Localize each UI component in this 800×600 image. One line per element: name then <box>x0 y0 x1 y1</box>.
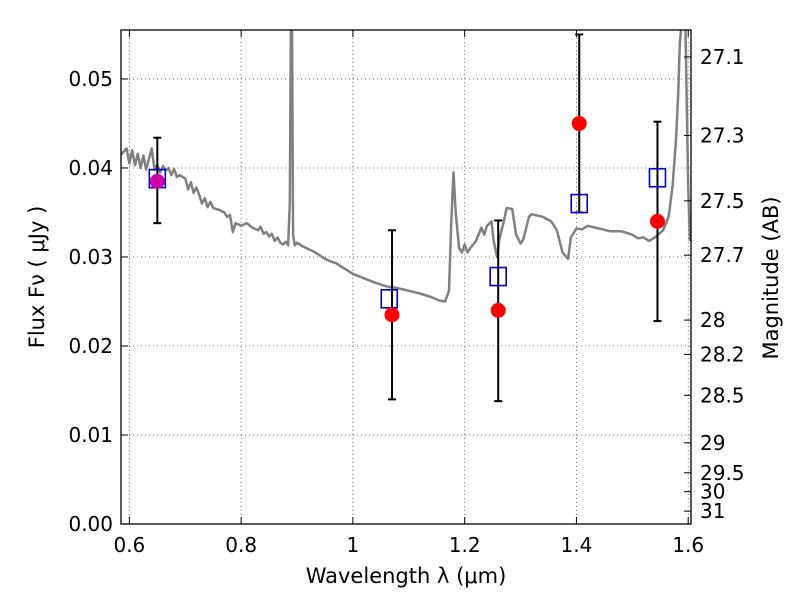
y-tick-label: 0.05 <box>68 67 113 91</box>
x-tick-label: 1 <box>347 533 360 557</box>
observed-point <box>649 213 665 229</box>
y-axis-title: Flux Fν ( μJy ) <box>25 206 49 349</box>
mag-tick-label: 27.7 <box>700 243 745 267</box>
plot-frame <box>120 29 692 525</box>
mag-tick-label: 27.1 <box>700 45 745 69</box>
right-axis-title: Magnitude (AB) <box>759 196 783 359</box>
observed-point <box>571 115 587 131</box>
mag-tick-label: 29.5 <box>700 461 745 485</box>
model-spectrum-line <box>121 30 691 303</box>
model-band-square <box>648 167 667 188</box>
observed-point <box>490 302 506 318</box>
y-tick-label: 0.02 <box>68 334 113 358</box>
grid <box>121 30 691 525</box>
mag-tick-label: 27.5 <box>700 189 745 213</box>
mag-tick-label: 30 <box>700 480 725 504</box>
model-points-layer <box>148 167 667 309</box>
x-tick-label: 0.8 <box>225 533 257 557</box>
observed-points-layer <box>149 115 665 323</box>
mag-tick-label: 27.3 <box>700 123 745 147</box>
observed-point <box>384 307 400 323</box>
x-tick-label: 1.2 <box>449 533 481 557</box>
observed-point <box>149 173 165 189</box>
mag-tick-label: 28.5 <box>700 383 745 407</box>
mag-tick-label: 28 <box>700 308 725 332</box>
axis-ticks: 0.6 0.8 1 1.2 1.4 1.6 0.00 0.01 0.02 0.03 0.04 0.05… <box>68 30 745 557</box>
model-band-square <box>380 289 399 309</box>
spectrum-layer <box>121 30 691 303</box>
mag-tick-label: 28.2 <box>700 342 745 366</box>
y-tick-label: 0.01 <box>68 423 113 447</box>
x-axis-title: Wavelength λ (μm) <box>306 564 507 588</box>
x-tick-label: 1.4 <box>561 533 593 557</box>
mag-tick-label: 29 <box>700 431 725 455</box>
x-tick-label: 1.6 <box>672 533 704 557</box>
x-tick-label: 0.6 <box>113 533 145 557</box>
y-tick-label: 0.00 <box>68 512 113 536</box>
mag-tick-label: 31 <box>700 499 725 523</box>
model-band-square <box>570 193 589 214</box>
y-tick-label: 0.03 <box>68 245 113 269</box>
model-band-square <box>489 266 508 287</box>
y-tick-label: 0.04 <box>68 156 113 180</box>
